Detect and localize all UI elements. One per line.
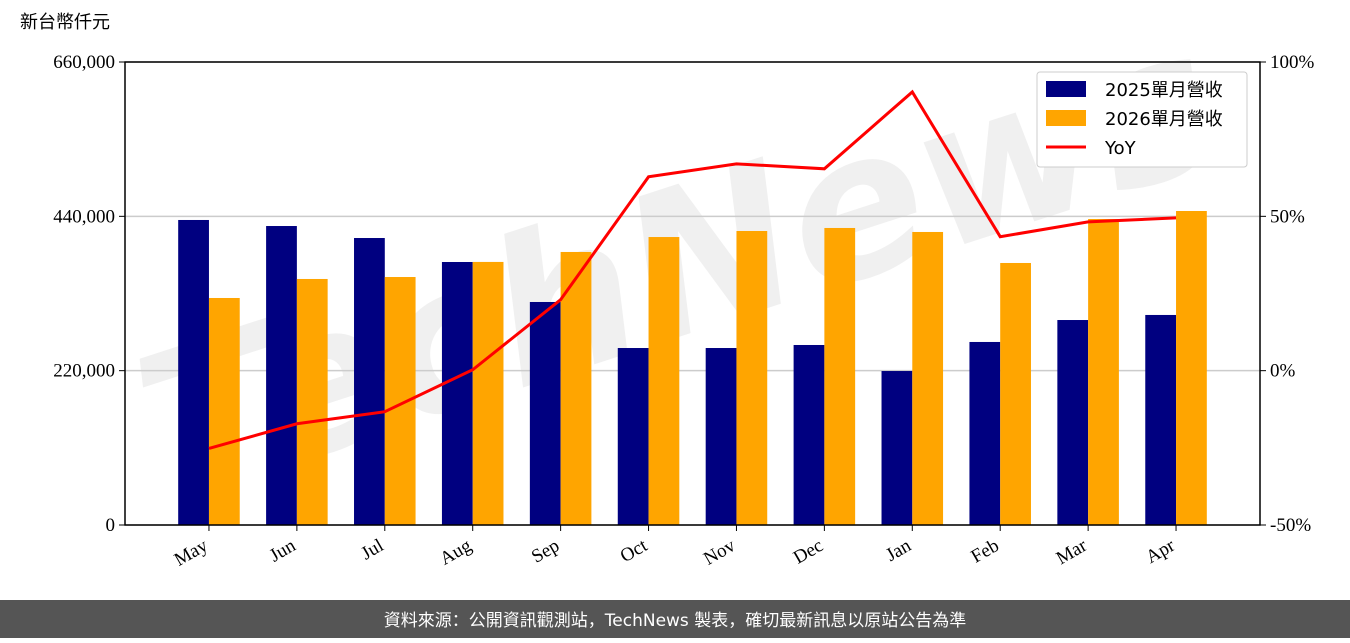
y-tick-label: 440,000: [53, 206, 115, 227]
y2-tick-label: 50%: [1270, 206, 1305, 227]
footer-band: [0, 600, 1350, 638]
x-tick-label: Aug: [436, 535, 475, 570]
bar: [912, 231, 944, 526]
bar: [617, 348, 649, 525]
bar: [1088, 218, 1119, 525]
bar: [736, 230, 768, 525]
bar: [441, 262, 473, 525]
bar: [824, 227, 856, 525]
y-axis-unit: 新台幣仟元: [20, 12, 110, 33]
plot-frame: [124, 61, 1261, 526]
x-tick-label: Feb: [968, 535, 1003, 567]
bar: [178, 219, 209, 526]
y2-tick-label: -50%: [1270, 515, 1311, 536]
bar: [354, 238, 385, 526]
bar: [1145, 314, 1177, 525]
bar: [296, 278, 328, 525]
bar: [705, 348, 737, 525]
bar: [793, 344, 825, 525]
legend-swatch: [1046, 110, 1086, 126]
y-tick-label: 220,000: [53, 361, 115, 382]
y2-tick-label: 0%: [1270, 361, 1296, 382]
bar: [648, 237, 680, 526]
bar: [384, 277, 416, 525]
x-tick-label: Oct: [617, 535, 652, 567]
bar: [969, 341, 1001, 525]
bar: [529, 301, 561, 525]
x-tick-label: Jul: [358, 535, 388, 564]
bar: [266, 226, 297, 526]
plot-area: TechNews0220,000440,000660,000-50%0%50%1…: [53, 0, 1314, 571]
bar: [560, 251, 592, 525]
legend-label: 2026單月營收: [1105, 109, 1223, 130]
y-tick-label: 660,000: [53, 52, 115, 73]
bar: [1057, 320, 1089, 525]
x-tick-label: Jan: [882, 535, 915, 566]
legend-label: YoY: [1104, 138, 1137, 159]
bar: [1000, 262, 1031, 525]
y-tick-label: 0: [106, 515, 116, 536]
x-tick-label: Apr: [1142, 535, 1179, 568]
bar: [881, 371, 913, 525]
bar: [1176, 211, 1207, 525]
legend-label: 2025單月營收: [1105, 80, 1223, 101]
x-tick-label: Jun: [266, 535, 300, 567]
y2-tick-label: 100%: [1270, 52, 1315, 73]
x-tick-label: Dec: [790, 535, 827, 568]
x-tick-label: Mar: [1053, 535, 1091, 569]
x-tick-label: Nov: [700, 535, 739, 570]
legend-box: [1036, 71, 1248, 168]
source-note: 資料來源：公開資訊觀測站，TechNews 製表，確切最新訊息以原站公告為準: [384, 611, 966, 631]
x-tick-label: Sep: [528, 535, 563, 567]
legend-swatch: [1046, 81, 1086, 97]
bar: [472, 261, 504, 525]
bar: [208, 297, 240, 525]
yoy-line: [208, 89, 1177, 450]
